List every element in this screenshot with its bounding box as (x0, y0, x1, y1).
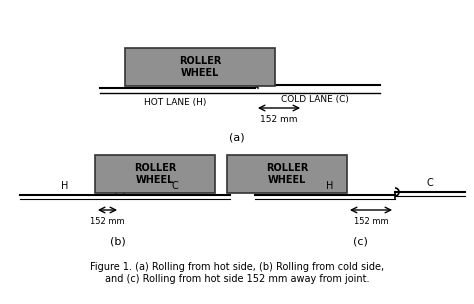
Text: (b): (b) (110, 237, 126, 247)
Bar (227, 155, 347, 193)
Text: 152 mm: 152 mm (354, 217, 388, 226)
Bar (95, 155, 215, 193)
Text: (a): (a) (229, 133, 245, 143)
Text: 152 mm: 152 mm (260, 115, 298, 124)
Bar (125, 48, 275, 86)
Text: (c): (c) (353, 237, 367, 247)
Text: ROLLER
WHEEL: ROLLER WHEEL (179, 56, 221, 78)
Text: COLD LANE (C): COLD LANE (C) (281, 95, 349, 104)
Text: C: C (427, 178, 433, 188)
Text: ROLLER
WHEEL: ROLLER WHEEL (266, 163, 308, 185)
Text: Figure 1. (a) Rolling from hot side, (b) Rolling from cold side,
and (c) Rolling: Figure 1. (a) Rolling from hot side, (b)… (90, 262, 384, 284)
Text: ROLLER
WHEEL: ROLLER WHEEL (134, 163, 176, 185)
Text: HOT LANE (H): HOT LANE (H) (144, 98, 206, 107)
Text: H: H (61, 181, 69, 191)
Text: C: C (172, 181, 178, 191)
Text: H: H (326, 181, 334, 191)
Text: 152 mm: 152 mm (90, 217, 125, 226)
